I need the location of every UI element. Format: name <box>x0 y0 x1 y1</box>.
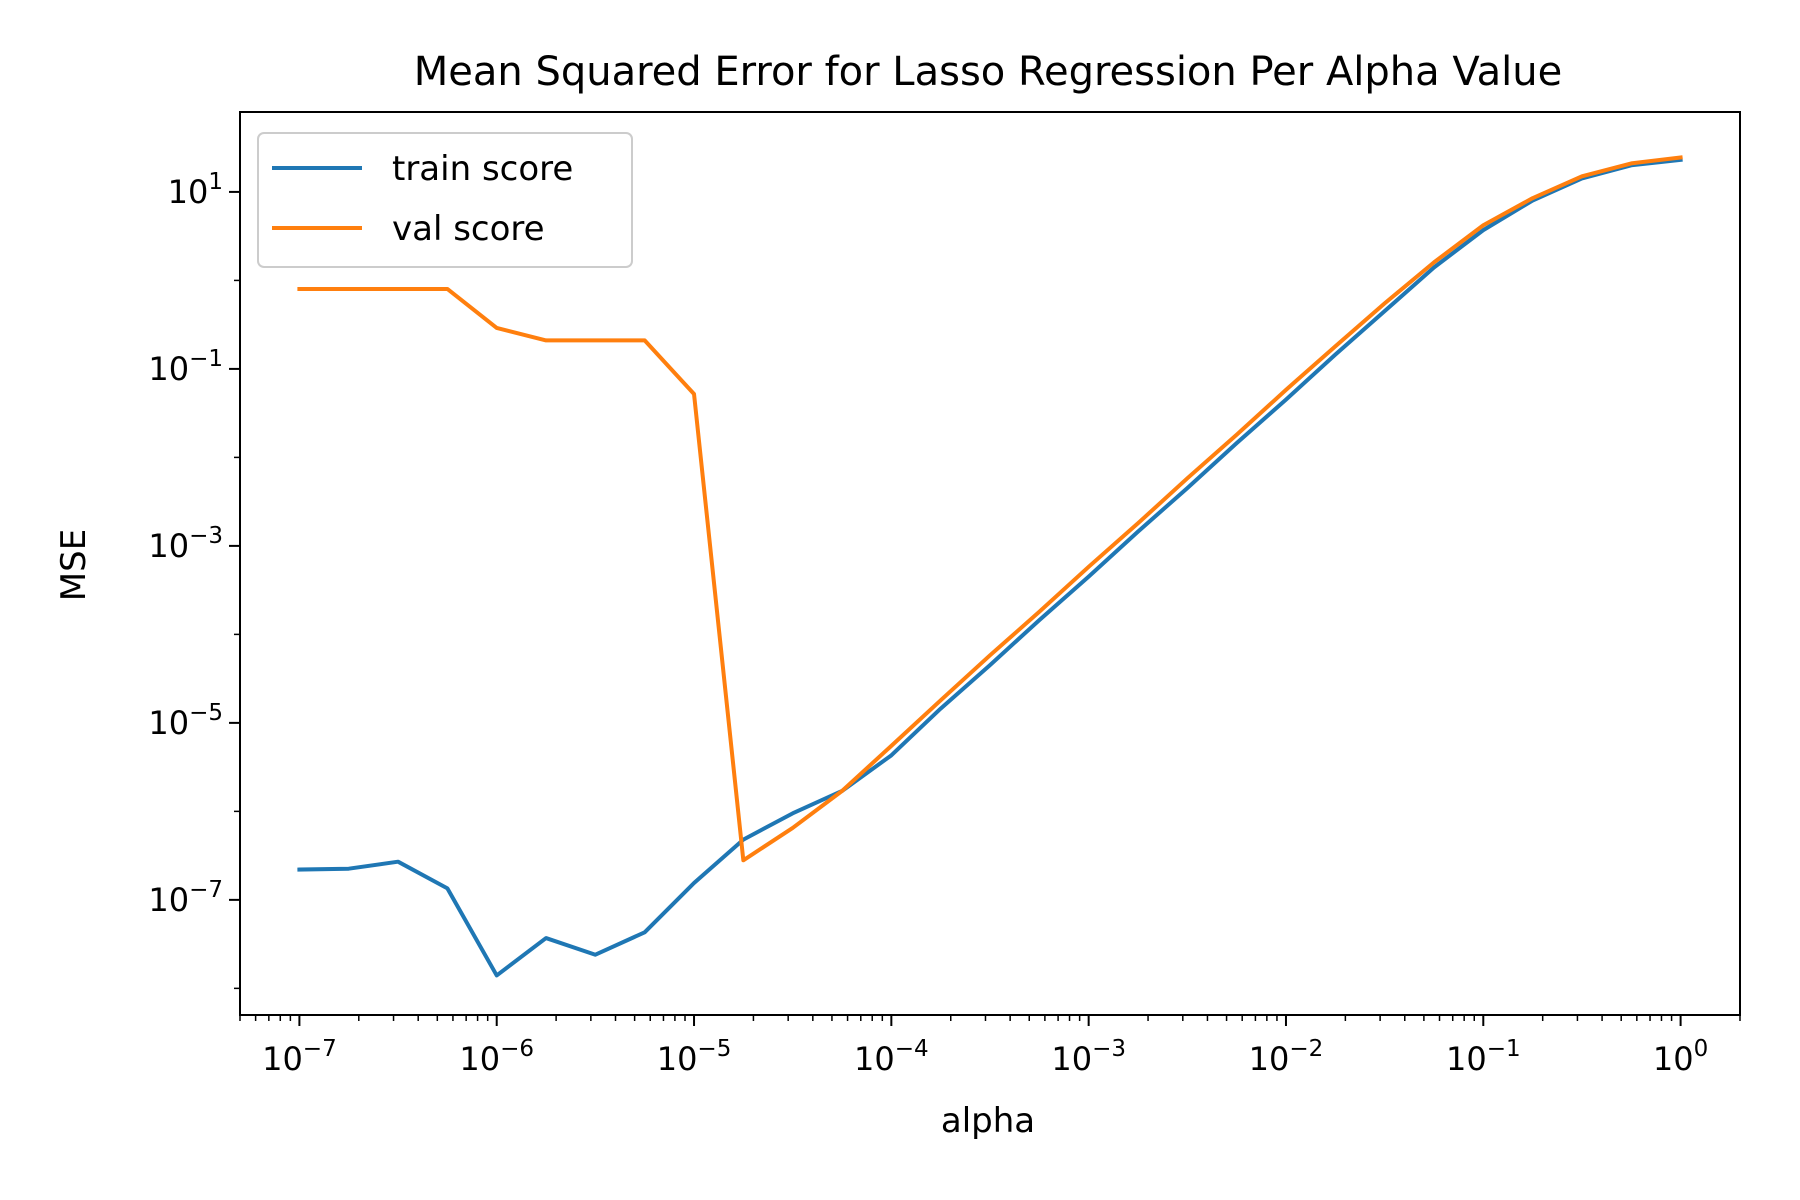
y-axis-title: MSE <box>54 529 94 601</box>
series-line-val-score <box>297 155 1683 863</box>
plot-area: 10−7 10−6 10−5 10−4 10−3 10−2 10−1 100 10−7 10−5 1… <box>148 111 1741 1078</box>
x-axis-title: alpha <box>941 1101 1035 1141</box>
legend-label-val-score: val score <box>392 209 545 249</box>
legend-label-train-score: train score <box>392 149 573 189</box>
series-line-train-score <box>297 157 1683 978</box>
y-tick-label: 101 <box>168 169 223 211</box>
y-tick-label: 10−1 <box>148 346 223 388</box>
x-tick-label: 10−7 <box>262 1036 337 1078</box>
x-tick-label: 10−3 <box>1051 1036 1126 1078</box>
x-tick-label: 100 <box>1653 1036 1708 1078</box>
x-tick-label: 10−6 <box>459 1036 534 1078</box>
axes-frame <box>239 111 1741 1016</box>
y-tick-label: 10−7 <box>148 877 223 919</box>
series-group <box>297 155 1683 978</box>
x-tick-label: 10−4 <box>854 1036 929 1078</box>
y-tick-label: 10−5 <box>148 700 223 742</box>
x-tick-label: 10−5 <box>657 1036 732 1078</box>
x-tick-label: 10−2 <box>1249 1036 1324 1078</box>
x-tick-label: 10−1 <box>1446 1036 1521 1078</box>
legend: train score val score <box>257 132 633 268</box>
chart-title: Mean Squared Error for Lasso Regression … <box>414 49 1562 95</box>
y-tick-label: 10−3 <box>148 523 223 565</box>
